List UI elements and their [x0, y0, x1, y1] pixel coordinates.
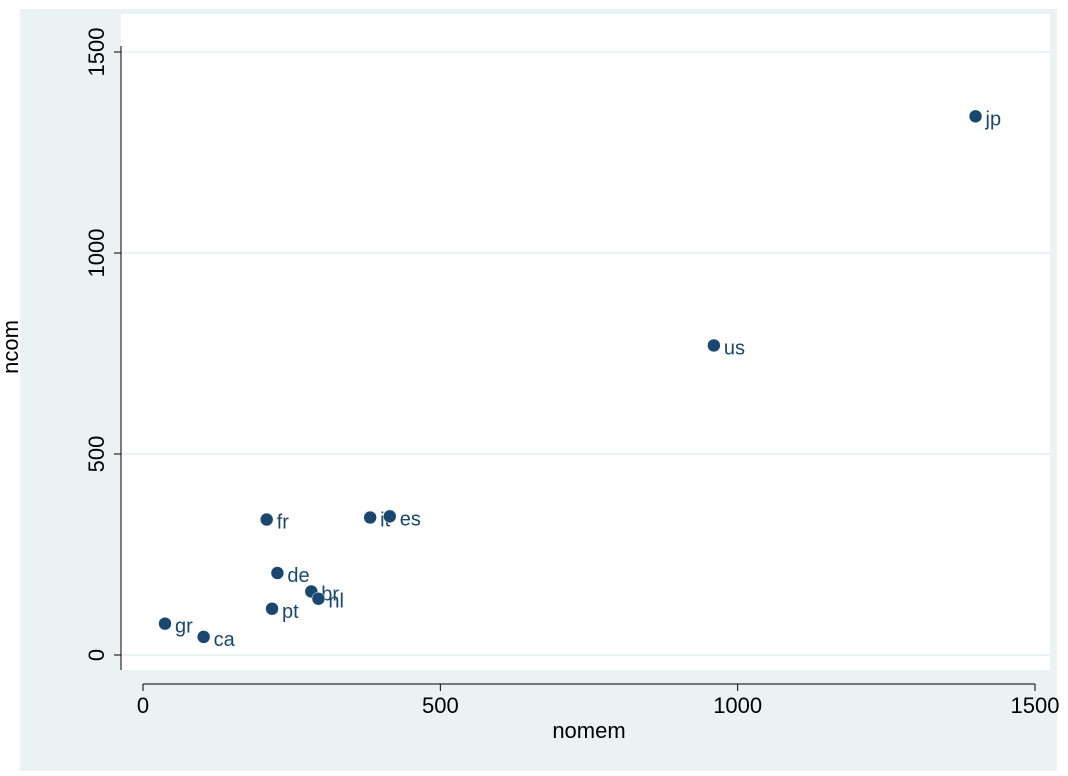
plot-area — [121, 14, 1050, 670]
point-label-gr: gr — [175, 616, 193, 638]
data-point-gr — [158, 616, 172, 631]
data-point-fr — [259, 512, 274, 527]
data-point-us — [707, 338, 721, 353]
point-label-us: us — [724, 337, 745, 359]
point-label-es: es — [400, 508, 421, 530]
x-tick-label: 0 — [137, 693, 149, 718]
axes — [120, 46, 1035, 685]
grid-lines — [121, 51, 1050, 656]
data-point-pt — [265, 602, 279, 616]
x-tick-label: 500 — [422, 693, 459, 718]
x-axis-label: nomem — [552, 718, 625, 743]
y-tick-label: 0 — [84, 649, 109, 661]
point-label-pt: pt — [282, 601, 299, 623]
ticks: 0 500 1000 1500 0 500 1000 1500 — [84, 28, 1059, 718]
x-tick-label: 1000 — [713, 693, 762, 718]
x-tick-label: 1500 — [1011, 693, 1060, 718]
point-label-jp: jp — [985, 108, 1002, 130]
point-label-br: br — [321, 583, 339, 605]
data-points: jpusfritesdebrnlptgrca — [158, 108, 1002, 651]
point-label-fr: fr — [277, 512, 290, 534]
data-point-de — [270, 566, 285, 580]
point-label-ca: ca — [214, 629, 236, 651]
data-point-jp — [968, 109, 983, 124]
data-point-it — [363, 510, 377, 525]
data-point-es — [383, 509, 397, 524]
data-point-nl — [311, 591, 326, 606]
y-tick-label: 500 — [84, 436, 109, 473]
point-label-nl: nl — [328, 591, 344, 613]
y-axis-label: ncom — [0, 320, 23, 374]
data-point-ca — [196, 630, 211, 644]
y-tick-label: 1000 — [84, 229, 109, 278]
point-label-de: de — [287, 565, 309, 587]
y-tick-label: 1500 — [84, 28, 109, 77]
